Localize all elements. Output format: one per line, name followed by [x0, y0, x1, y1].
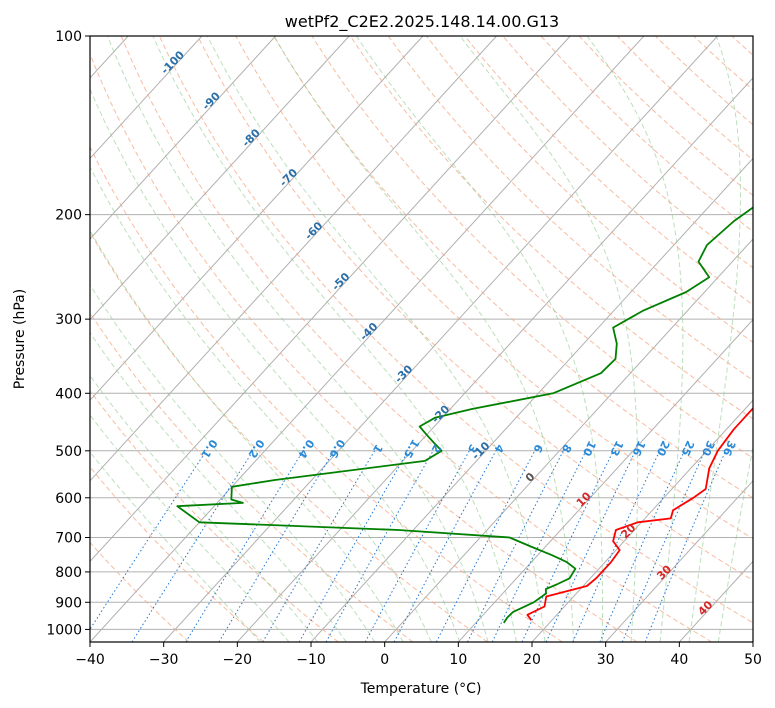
mixing-ratio-line — [364, 450, 470, 642]
plot-area — [90, 36, 753, 642]
mixing-ratio-line — [467, 450, 564, 642]
y-axis-label: Pressure (hPa) — [12, 289, 28, 389]
dry-adiabat-line — [90, 312, 414, 642]
y-tick-label: 600 — [55, 491, 82, 507]
isotherm-line — [236, 77, 753, 642]
plot-frame — [89, 35, 754, 643]
background-lines — [90, 36, 775, 642]
moist-adiabat-line — [90, 229, 404, 642]
isotherm-line — [90, 36, 203, 160]
isotherm-line — [90, 36, 645, 642]
moist-adiabat-line — [688, 36, 741, 642]
mixing-ratio-line — [90, 450, 207, 631]
isotherm-line — [163, 36, 718, 642]
mixing-ratio-label: 36 — [720, 439, 738, 459]
moist-adiabat-line — [355, 36, 603, 642]
isotherm-line — [90, 36, 276, 240]
grid-lines — [90, 36, 753, 642]
dry-adiabat-line — [426, 36, 753, 343]
axes: −40 −30 −20 −10 0 10 20 30 40 50 100 200 300 400 500 60… — [46, 29, 762, 668]
mixing-ratio-label: 16 — [629, 439, 648, 459]
isotherm-line — [90, 36, 350, 321]
temperature-line — [526, 406, 753, 621]
x-axis-label: Temperature (°C) — [360, 681, 482, 697]
dry-adiabat-line — [273, 36, 753, 499]
dry-adiabat-line — [197, 36, 753, 581]
mixing-ratio-line — [218, 450, 335, 642]
isotherm-line — [90, 36, 497, 482]
isotherm-line — [310, 157, 753, 642]
isotherm-line — [605, 480, 753, 642]
y-tick-label: 500 — [55, 444, 82, 460]
moist-adiabat-line — [90, 414, 290, 642]
x-tick-label: −20 — [223, 652, 253, 668]
moist-adiabat-line — [90, 451, 261, 642]
mixing-ratio-label: 25 — [678, 439, 696, 458]
isotherm-line — [457, 318, 753, 642]
y-tick-label: 400 — [55, 386, 82, 402]
isotherm-line — [90, 36, 571, 563]
mixing-ratio-line — [491, 450, 587, 642]
dry-adiabat-line — [770, 36, 775, 642]
dry-adiabat-line — [235, 36, 753, 540]
moist-adiabat-line — [90, 284, 376, 642]
moist-adiabat-line — [90, 331, 347, 642]
moist-adiabat-line — [206, 36, 546, 642]
y-tick-label: 200 — [55, 208, 82, 224]
x-tick-label: −10 — [296, 652, 326, 668]
y-tick-label: 700 — [55, 531, 82, 547]
isotherm-line — [752, 641, 753, 642]
dry-adiabat-line — [387, 36, 753, 381]
mixing-ratio-label: 20 — [654, 439, 672, 459]
moist-adiabat-line — [90, 165, 432, 642]
x-tick-label: 20 — [523, 652, 541, 668]
y-tick-label: 100 — [55, 29, 82, 45]
x-tick-label: 30 — [597, 652, 615, 668]
x-tick-label: −40 — [75, 652, 105, 668]
y-tick-label: 1000 — [46, 622, 82, 638]
mixing-ratio-line — [599, 450, 685, 642]
moist-adiabat-line — [107, 36, 489, 642]
x-tick-label: 10 — [449, 652, 467, 668]
y-tick-label: 900 — [55, 595, 82, 611]
dewpoint-line — [176, 206, 753, 624]
dry-adiabat-line — [90, 52, 638, 642]
mixing-ratio-label: 13 — [607, 439, 625, 458]
x-tick-label: 50 — [744, 652, 762, 668]
mixing-ratio-line — [644, 450, 727, 642]
dry-adiabat-line — [158, 36, 753, 624]
mixing-ratio-line — [131, 450, 254, 642]
y-tick-label: 800 — [55, 565, 82, 581]
x-tick-label: 0 — [380, 652, 389, 668]
moist-adiabat-line — [273, 36, 575, 642]
moist-adiabat-line — [717, 444, 753, 642]
mixing-ratio-line — [393, 450, 497, 642]
y-tick-label: 300 — [55, 312, 82, 328]
dry-adiabat-line — [90, 145, 563, 642]
dry-adiabat-line — [120, 36, 712, 642]
mixing-ratio-line — [185, 450, 304, 642]
moist-adiabat-line — [152, 36, 517, 642]
moist-adiabat-line — [459, 36, 639, 642]
mixing-ratio-label: 10 — [580, 439, 599, 459]
dry-adiabat-line — [311, 36, 753, 459]
x-tick-label: 40 — [670, 652, 688, 668]
isotherm-line — [90, 36, 424, 401]
mixing-ratio-label: 30 — [699, 439, 717, 459]
moist-adiabat-line — [90, 87, 461, 642]
x-tick-label: −30 — [149, 652, 179, 668]
mixing-ratio-line — [621, 450, 706, 642]
isotherm-line — [384, 238, 753, 642]
isotherm-line — [531, 399, 753, 642]
moist-adiabat-line — [586, 36, 684, 642]
mixing-ratio-line — [325, 450, 434, 642]
chart-title: wetPf2_C2E2.2025.148.14.00.G13 — [285, 12, 559, 32]
sounding-lines — [176, 206, 753, 624]
